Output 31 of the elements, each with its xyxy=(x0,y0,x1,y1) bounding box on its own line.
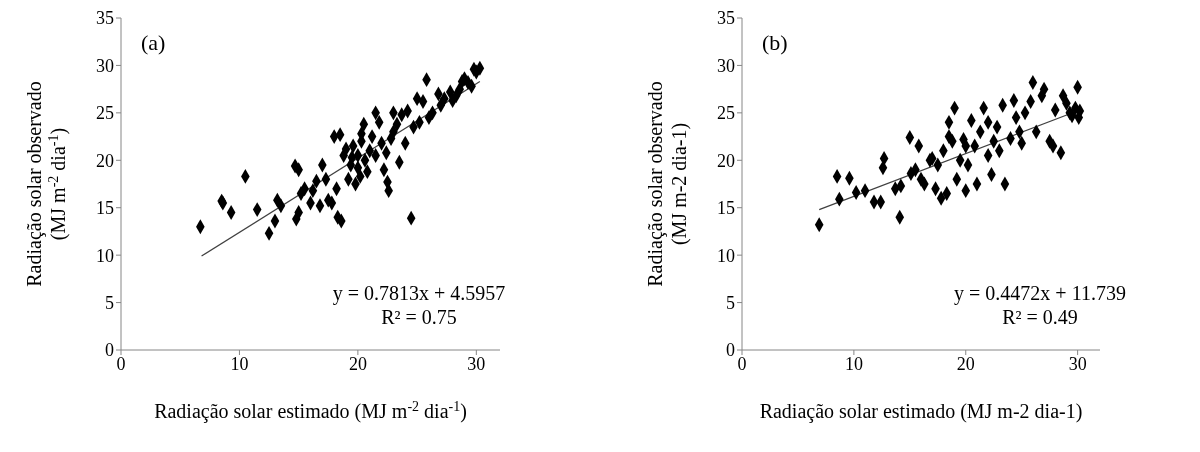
y-tick-label: 35 xyxy=(717,8,735,29)
x-axis-title: Radiação solar estimado (MJ m$^{-2}$ dia$^{-1}$) xyxy=(154,398,467,423)
y-tick-label: 0 xyxy=(726,340,735,361)
annotation: R² = 0.75 xyxy=(381,306,457,328)
y-tick-label: 35 xyxy=(96,8,114,29)
y-tick-label: 10 xyxy=(717,245,735,266)
y-tick-label: 20 xyxy=(717,150,735,171)
annotation: (a) xyxy=(141,30,166,55)
y-axis-title: Radiação solar observado (MJ m-2 dia-1) xyxy=(644,81,691,287)
annotation: (b) xyxy=(762,30,788,55)
annotation: R² = 0.49 xyxy=(1002,306,1078,328)
y-tick-label: 10 xyxy=(96,245,114,266)
x-tick-label: 20 xyxy=(348,353,367,374)
annotation: y = 0.4472x + 11.739 xyxy=(954,282,1126,305)
x-tick-label: 30 xyxy=(467,353,486,374)
y-tick-label: 20 xyxy=(96,150,114,171)
y-tick-label: 25 xyxy=(717,103,735,124)
x-axis-title: Radiação solar estimado (MJ m-2 dia-1) xyxy=(759,400,1083,423)
y-tick-label: 0 xyxy=(105,340,114,361)
y-tick-label: 25 xyxy=(96,103,114,124)
y-tick-label: 5 xyxy=(726,292,735,313)
y-tick-label: 30 xyxy=(717,55,735,76)
annotation: y = 0.7813x + 4.5957 xyxy=(332,282,506,305)
y-tick-label: 5 xyxy=(105,292,114,313)
x-tick-label: 10 xyxy=(230,353,249,374)
y-tick-label: 15 xyxy=(96,198,114,219)
x-tick-label: 10 xyxy=(844,353,863,374)
y-tick-label: 15 xyxy=(717,198,735,219)
y-tick-label: 30 xyxy=(96,55,114,76)
x-tick-label: 30 xyxy=(1068,353,1087,374)
x-tick-label: 20 xyxy=(956,353,975,374)
